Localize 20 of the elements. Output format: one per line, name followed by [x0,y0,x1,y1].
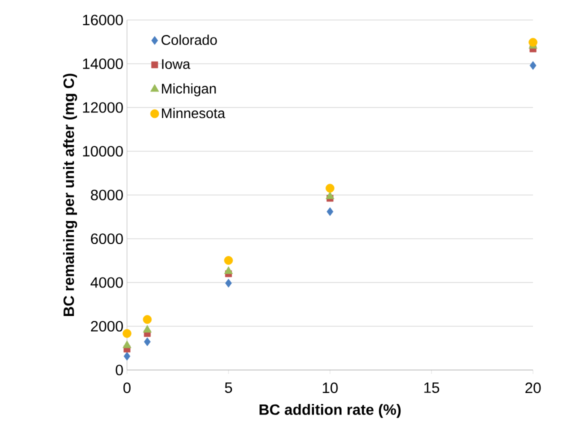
y-tick-label: 6000 [91,233,123,244]
legend-label: Colorado [162,34,217,45]
legend-label: Iowa [162,59,190,70]
x-axis-title: BC addition rate (%) [260,404,401,418]
y-tick-label: 0 [116,364,123,376]
y-tick-label: 2000 [90,320,123,332]
x-tick-label: 15 [424,382,440,393]
x-tick-label: 0 [123,382,131,394]
y-tick-label: 4000 [90,277,123,288]
y-tick-label: 10000 [83,146,123,157]
x-tick-label: 10 [322,382,338,394]
y-axis-title: BC remaining per unit after (mg C) [63,74,78,316]
x-tick-label: 5 [224,382,232,393]
y-tick-label: 12000 [83,102,123,113]
y-tick-label: 14000 [83,58,123,70]
x-tick-label: 20 [525,382,541,394]
legend-label: Michigan [162,83,216,96]
y-tick-label: 8000 [90,190,123,200]
legend-label: Minnesota [162,108,226,118]
y-tick-label: 16000 [83,14,123,26]
